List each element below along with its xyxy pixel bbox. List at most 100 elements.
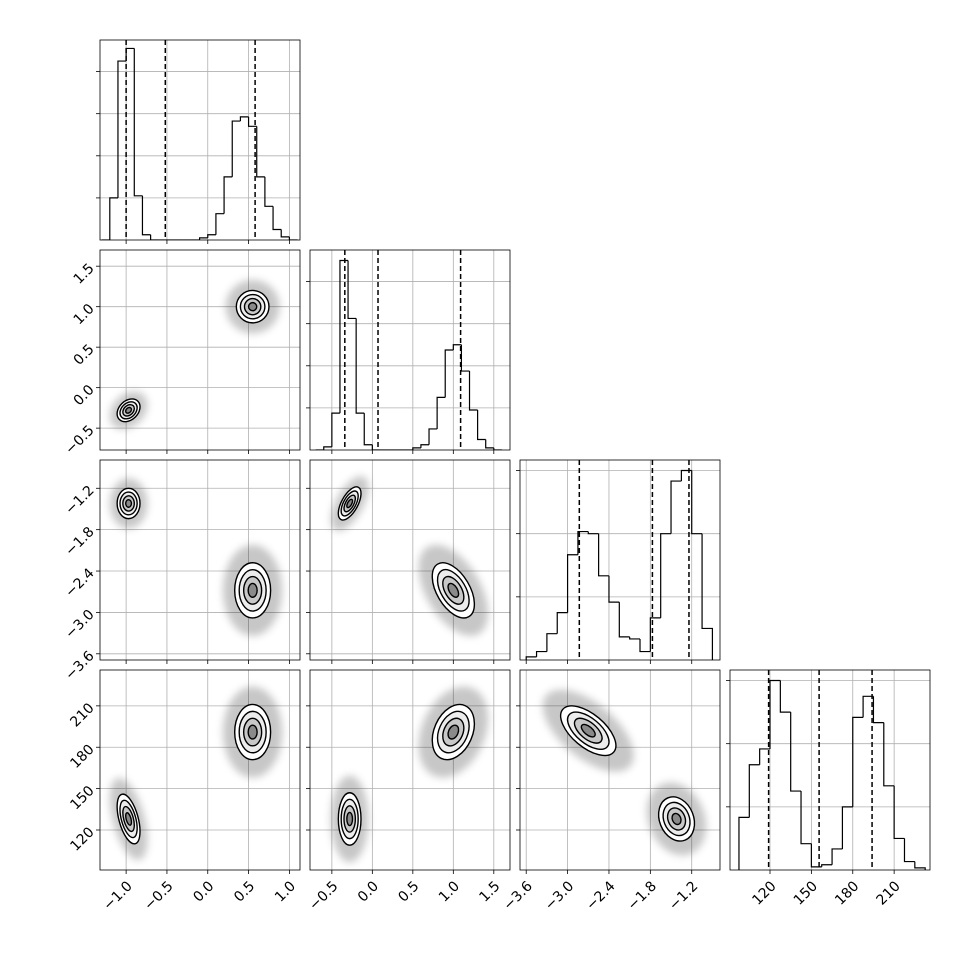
- y-tick-label: 180: [67, 742, 97, 772]
- panel-content: [100, 670, 300, 870]
- histogram-bin: [779, 680, 791, 713]
- x-tick-label: 1.0: [272, 878, 299, 905]
- panel: −3.6−3.0−2.4−1.8−1.2: [501, 669, 721, 914]
- histogram-bin: [323, 446, 332, 450]
- y-tick-label: 0.5: [71, 342, 98, 369]
- panel-content: [100, 250, 300, 450]
- frame: [309, 669, 511, 871]
- x-tick-label: 0.5: [395, 878, 422, 905]
- histogram-bin: [223, 176, 233, 214]
- frame: [99, 39, 301, 241]
- panel-content: [100, 40, 300, 240]
- histogram-bin: [477, 410, 486, 441]
- histogram-bin: [460, 344, 470, 372]
- histogram-bin: [748, 764, 760, 818]
- contour: [580, 723, 596, 738]
- histogram-bin: [862, 695, 874, 718]
- histogram-bin: [831, 848, 843, 865]
- histogram-bin: [546, 633, 558, 652]
- histogram-bin: [790, 712, 802, 792]
- histogram-bin: [363, 413, 373, 446]
- histogram-bin: [821, 864, 833, 867]
- histogram-bin: [639, 638, 651, 653]
- contour: [447, 724, 460, 740]
- panel: [306, 459, 511, 664]
- histogram-bin: [691, 470, 703, 535]
- histogram-bin: [660, 533, 672, 618]
- contour: [346, 811, 354, 827]
- frame: [99, 669, 301, 871]
- histogram-bin: [231, 120, 241, 177]
- histogram-bin: [914, 861, 926, 870]
- histogram-bin: [535, 650, 547, 657]
- contour: [346, 498, 354, 509]
- histogram-bin: [566, 554, 578, 613]
- histogram-bin: [759, 748, 770, 765]
- histogram-bin: [608, 575, 620, 603]
- histogram-bin: [412, 447, 421, 450]
- x-tick-label: 0.0: [355, 878, 382, 905]
- frame: [519, 459, 721, 661]
- histogram-bin: [280, 229, 290, 238]
- x-tick-label: 180: [832, 878, 862, 908]
- x-tick-label: −1.0: [100, 878, 135, 913]
- y-tick-label: 150: [67, 783, 97, 813]
- contour: [247, 724, 258, 740]
- histogram-bin: [903, 838, 915, 863]
- x-tick-label: 210: [874, 878, 904, 908]
- frame: [309, 459, 511, 661]
- frame: [309, 249, 511, 451]
- histogram-bin: [355, 318, 365, 414]
- histogram-bin: [339, 259, 349, 414]
- panel: 120 150 180 210: [726, 669, 931, 909]
- histogram-bin: [272, 206, 282, 231]
- histogram-bin: [618, 602, 630, 638]
- x-tick-label: 0.0: [190, 878, 217, 905]
- histogram-bin: [239, 116, 249, 122]
- histogram-bin: [444, 349, 454, 398]
- x-tick-label: 120: [749, 878, 779, 908]
- contour: [125, 812, 133, 826]
- contour: [447, 582, 460, 598]
- y-tick-label: 1.0: [71, 301, 98, 328]
- histogram-bin: [428, 428, 438, 445]
- panel-content: [520, 670, 720, 870]
- histogram-bin: [872, 696, 884, 724]
- frame: [519, 669, 721, 871]
- histogram-bin: [738, 816, 750, 870]
- panel-content: [730, 670, 930, 870]
- histogram-bin: [556, 612, 568, 634]
- histogram-bin: [493, 447, 502, 450]
- histogram-bin: [371, 444, 381, 450]
- x-tick-label: −3.0: [542, 878, 577, 913]
- frame: [99, 459, 301, 661]
- y-tick-label: −3.0: [62, 607, 97, 642]
- panel-content: [310, 250, 510, 450]
- histogram-bin: [598, 533, 609, 577]
- histogram-bin: [670, 480, 682, 534]
- histogram-bin: [125, 47, 135, 62]
- y-tick-label: 1.5: [71, 261, 98, 288]
- panel: −0.5 0.0 0.5 1.0 1.5: [62, 249, 301, 458]
- contour: [247, 301, 258, 312]
- histogram-bin: [629, 636, 640, 640]
- histogram-bin: [141, 195, 151, 236]
- x-tick-label: −2.4: [583, 878, 618, 913]
- histogram-bin: [331, 412, 340, 447]
- contour: [247, 582, 258, 598]
- x-tick-label: −1.8: [625, 878, 660, 913]
- x-tick-label: 1.5: [476, 878, 503, 905]
- histogram-bin: [150, 234, 159, 240]
- histogram-bin: [893, 785, 905, 840]
- y-tick-label: 0.0: [71, 382, 98, 409]
- x-tick-label: −3.6: [501, 878, 536, 913]
- histogram-bin: [133, 48, 143, 197]
- histogram-bin: [701, 533, 714, 660]
- x-tick-label: 150: [791, 878, 821, 908]
- histogram-bin: [207, 234, 216, 238]
- panel: [516, 459, 721, 664]
- histogram-bin: [452, 344, 462, 350]
- panel-content: [310, 460, 510, 660]
- histogram-bin: [264, 176, 274, 207]
